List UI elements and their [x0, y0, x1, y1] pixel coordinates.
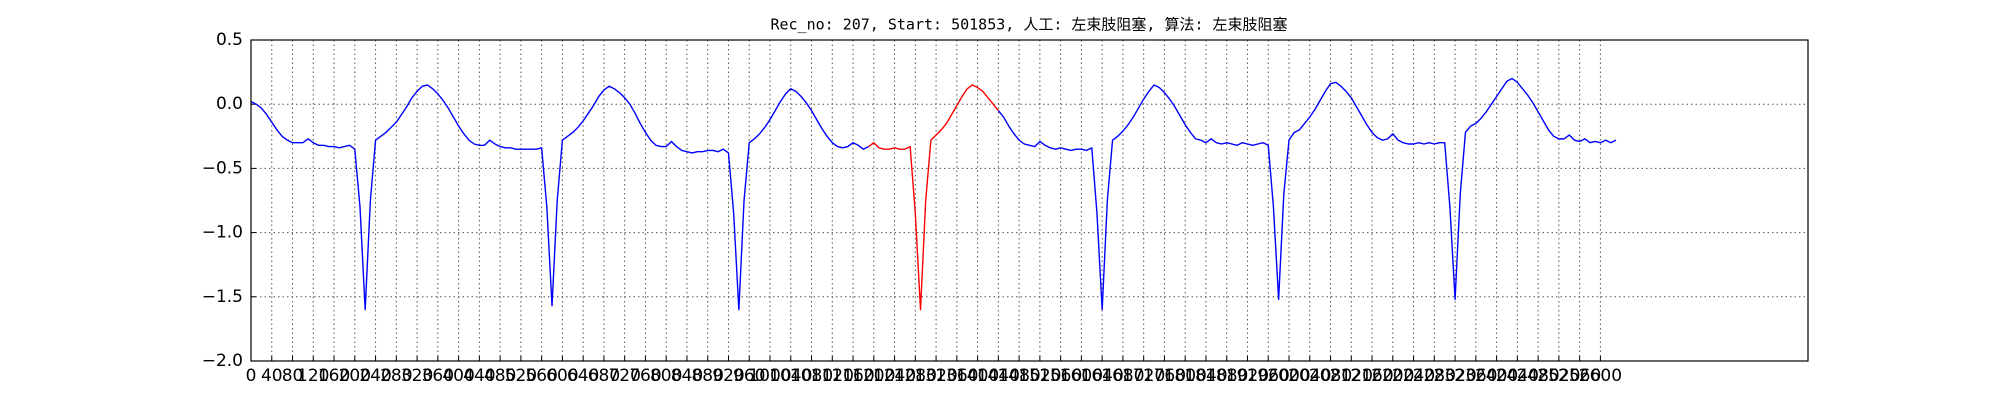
- x-tick-label: 560: [525, 366, 557, 386]
- x-tick-label: 880: [691, 366, 723, 386]
- x-tick-label: 1280: [894, 366, 937, 386]
- x-tick-label: 2240: [1392, 366, 1435, 386]
- x-tick-label: 1640: [1081, 366, 1124, 386]
- y-tick-label: −0.5: [202, 158, 243, 178]
- x-tick-label: 1840: [1184, 366, 1227, 386]
- x-tick-label: 1800: [1164, 366, 1207, 386]
- chart-title: Rec_no: 207, Start: 501853, 人工: 左束肢阻塞, 算…: [770, 16, 1287, 34]
- x-tick-label: 520: [505, 366, 537, 386]
- x-tick-label: 320: [401, 366, 433, 386]
- x-tick-label: 800: [650, 366, 682, 386]
- x-tick-label: 1520: [1018, 366, 1061, 386]
- x-tick-label: 960: [733, 366, 765, 386]
- x-tick-label: 2000: [1267, 366, 1310, 386]
- x-tick-label: 1040: [769, 366, 812, 386]
- x-tick-label: 760: [629, 366, 661, 386]
- x-tick-label: 1120: [811, 366, 854, 386]
- x-tick-label: 2560: [1558, 366, 1601, 386]
- x-tick-label: 2600: [1579, 366, 1622, 386]
- ecg-line: [250, 77, 1617, 311]
- x-tick-label: 2480: [1516, 366, 1559, 386]
- x-tick-label: 400: [442, 366, 474, 386]
- x-tick-label: 1880: [1205, 366, 1248, 386]
- x-tick-label: 1320: [914, 366, 957, 386]
- x-tick-label: 1200: [852, 366, 895, 386]
- x-tick-label: 440: [463, 366, 495, 386]
- x-tick-label: 720: [608, 366, 640, 386]
- x-tick-label: 1440: [977, 366, 1020, 386]
- x-tick-label: 600: [546, 366, 578, 386]
- y-tick-label: −2.0: [202, 351, 243, 371]
- y-tick-label: −1.5: [202, 287, 243, 307]
- x-tick-label: 2280: [1413, 366, 1456, 386]
- x-tick-label: 200: [339, 366, 371, 386]
- x-tick-label: 2040: [1288, 366, 1331, 386]
- x-tick-label: 2080: [1309, 366, 1352, 386]
- ecg-line: [868, 84, 999, 311]
- x-tick-label: 2200: [1371, 366, 1414, 386]
- x-tick-label: 2360: [1454, 366, 1497, 386]
- x-tick-label: 840: [671, 366, 703, 386]
- x-tick-label: 80: [282, 366, 304, 386]
- x-tick-label: 1080: [790, 366, 833, 386]
- x-tick-label: 2520: [1537, 366, 1580, 386]
- x-tick-label: 2160: [1350, 366, 1393, 386]
- x-tick-label: 0: [246, 366, 257, 386]
- x-tick-label: 1960: [1247, 366, 1290, 386]
- x-tick-label: 40: [261, 366, 283, 386]
- x-tick-label: 2440: [1496, 366, 1539, 386]
- x-tick-label: 1760: [1143, 366, 1186, 386]
- plot-frame: [250, 39, 1809, 362]
- y-tick-label: 0.5: [216, 30, 243, 50]
- x-tick-label: 2400: [1475, 366, 1518, 386]
- x-tick-label: 480: [484, 366, 516, 386]
- x-tick-label: 1920: [1226, 366, 1269, 386]
- x-tick-label: 2320: [1433, 366, 1476, 386]
- x-tick-label: 1560: [1039, 366, 1082, 386]
- x-tick-label: 1480: [997, 366, 1040, 386]
- x-tick-label: 360: [422, 366, 454, 386]
- x-tick-label: 640: [567, 366, 599, 386]
- x-tick-label: 1720: [1122, 366, 1165, 386]
- x-tick-label: 160: [318, 366, 350, 386]
- y-tick-label: −1.0: [202, 223, 243, 243]
- x-tick-label: 680: [588, 366, 620, 386]
- y-tick-label: 0.0: [216, 94, 243, 114]
- x-tick-label: 1680: [1101, 366, 1144, 386]
- x-tick-label: 1360: [935, 366, 978, 386]
- x-tick-label: 1600: [1060, 366, 1103, 386]
- x-tick-label: 240: [359, 366, 391, 386]
- x-tick-label: 920: [712, 366, 744, 386]
- x-tick-label: 2120: [1330, 366, 1373, 386]
- x-tick-label: 1160: [831, 366, 874, 386]
- x-tick-label: 1400: [956, 366, 999, 386]
- x-tick-label: 1240: [873, 366, 916, 386]
- x-tick-label: 280: [380, 366, 412, 386]
- x-tick-label: 1000: [748, 366, 791, 386]
- x-tick-label: 120: [297, 366, 329, 386]
